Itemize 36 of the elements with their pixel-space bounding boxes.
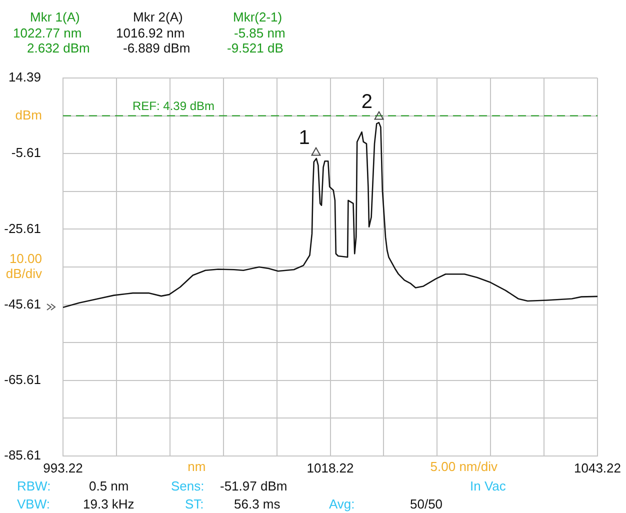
y-tick-label: -65.61 (4, 372, 41, 387)
y-tick-label: 14.39 (8, 70, 41, 85)
text: Avg: (329, 496, 355, 512)
text: ST: (185, 496, 204, 512)
y-tick-label: -45.61 (4, 296, 41, 312)
y-tick-label: -5.61 (11, 145, 41, 160)
ref-line-label: REF: 4.39 dBm (132, 99, 215, 114)
text: 50/50 (410, 496, 443, 512)
text: 1016.92 nm (116, 26, 185, 41)
text: Mkr 1(A) (30, 10, 80, 25)
text: 5.00 nm/div (430, 459, 498, 474)
text: In Vac (470, 478, 506, 494)
text: 1022.77 nm (13, 26, 82, 41)
text: Mkr 2(A) (133, 10, 183, 25)
text: Mkr(2-1) (233, 10, 282, 25)
text: -6.889 dBm (123, 40, 190, 56)
text: -5.85 nm (234, 26, 286, 41)
y-tick-label: -25.61 (4, 220, 41, 236)
text: 10.00 dB/div (6, 251, 42, 282)
x-tick-label: 1043.22 (574, 460, 622, 476)
text: -51.97 dBm (220, 478, 288, 494)
x-tick-label: 993.22 (43, 460, 83, 476)
text: 19.3 kHz (83, 496, 134, 512)
text: 0.5 nm (89, 478, 129, 494)
y-axis-title: dBm (15, 107, 42, 122)
text: VBW: (17, 496, 50, 512)
x-tick-label: 1018.22 (306, 460, 354, 476)
x-axis-title: nm (188, 459, 206, 474)
text: RBW: (17, 478, 51, 494)
y-tick-label: -85.61 (4, 448, 41, 463)
text: Sens: (171, 478, 204, 494)
annotation: 1 (298, 126, 310, 149)
annotation: 2 (361, 90, 372, 113)
text: 2.632 dBm (27, 40, 90, 56)
text: 56.3 ms (234, 496, 281, 512)
text: -9.521 dB (227, 40, 284, 56)
